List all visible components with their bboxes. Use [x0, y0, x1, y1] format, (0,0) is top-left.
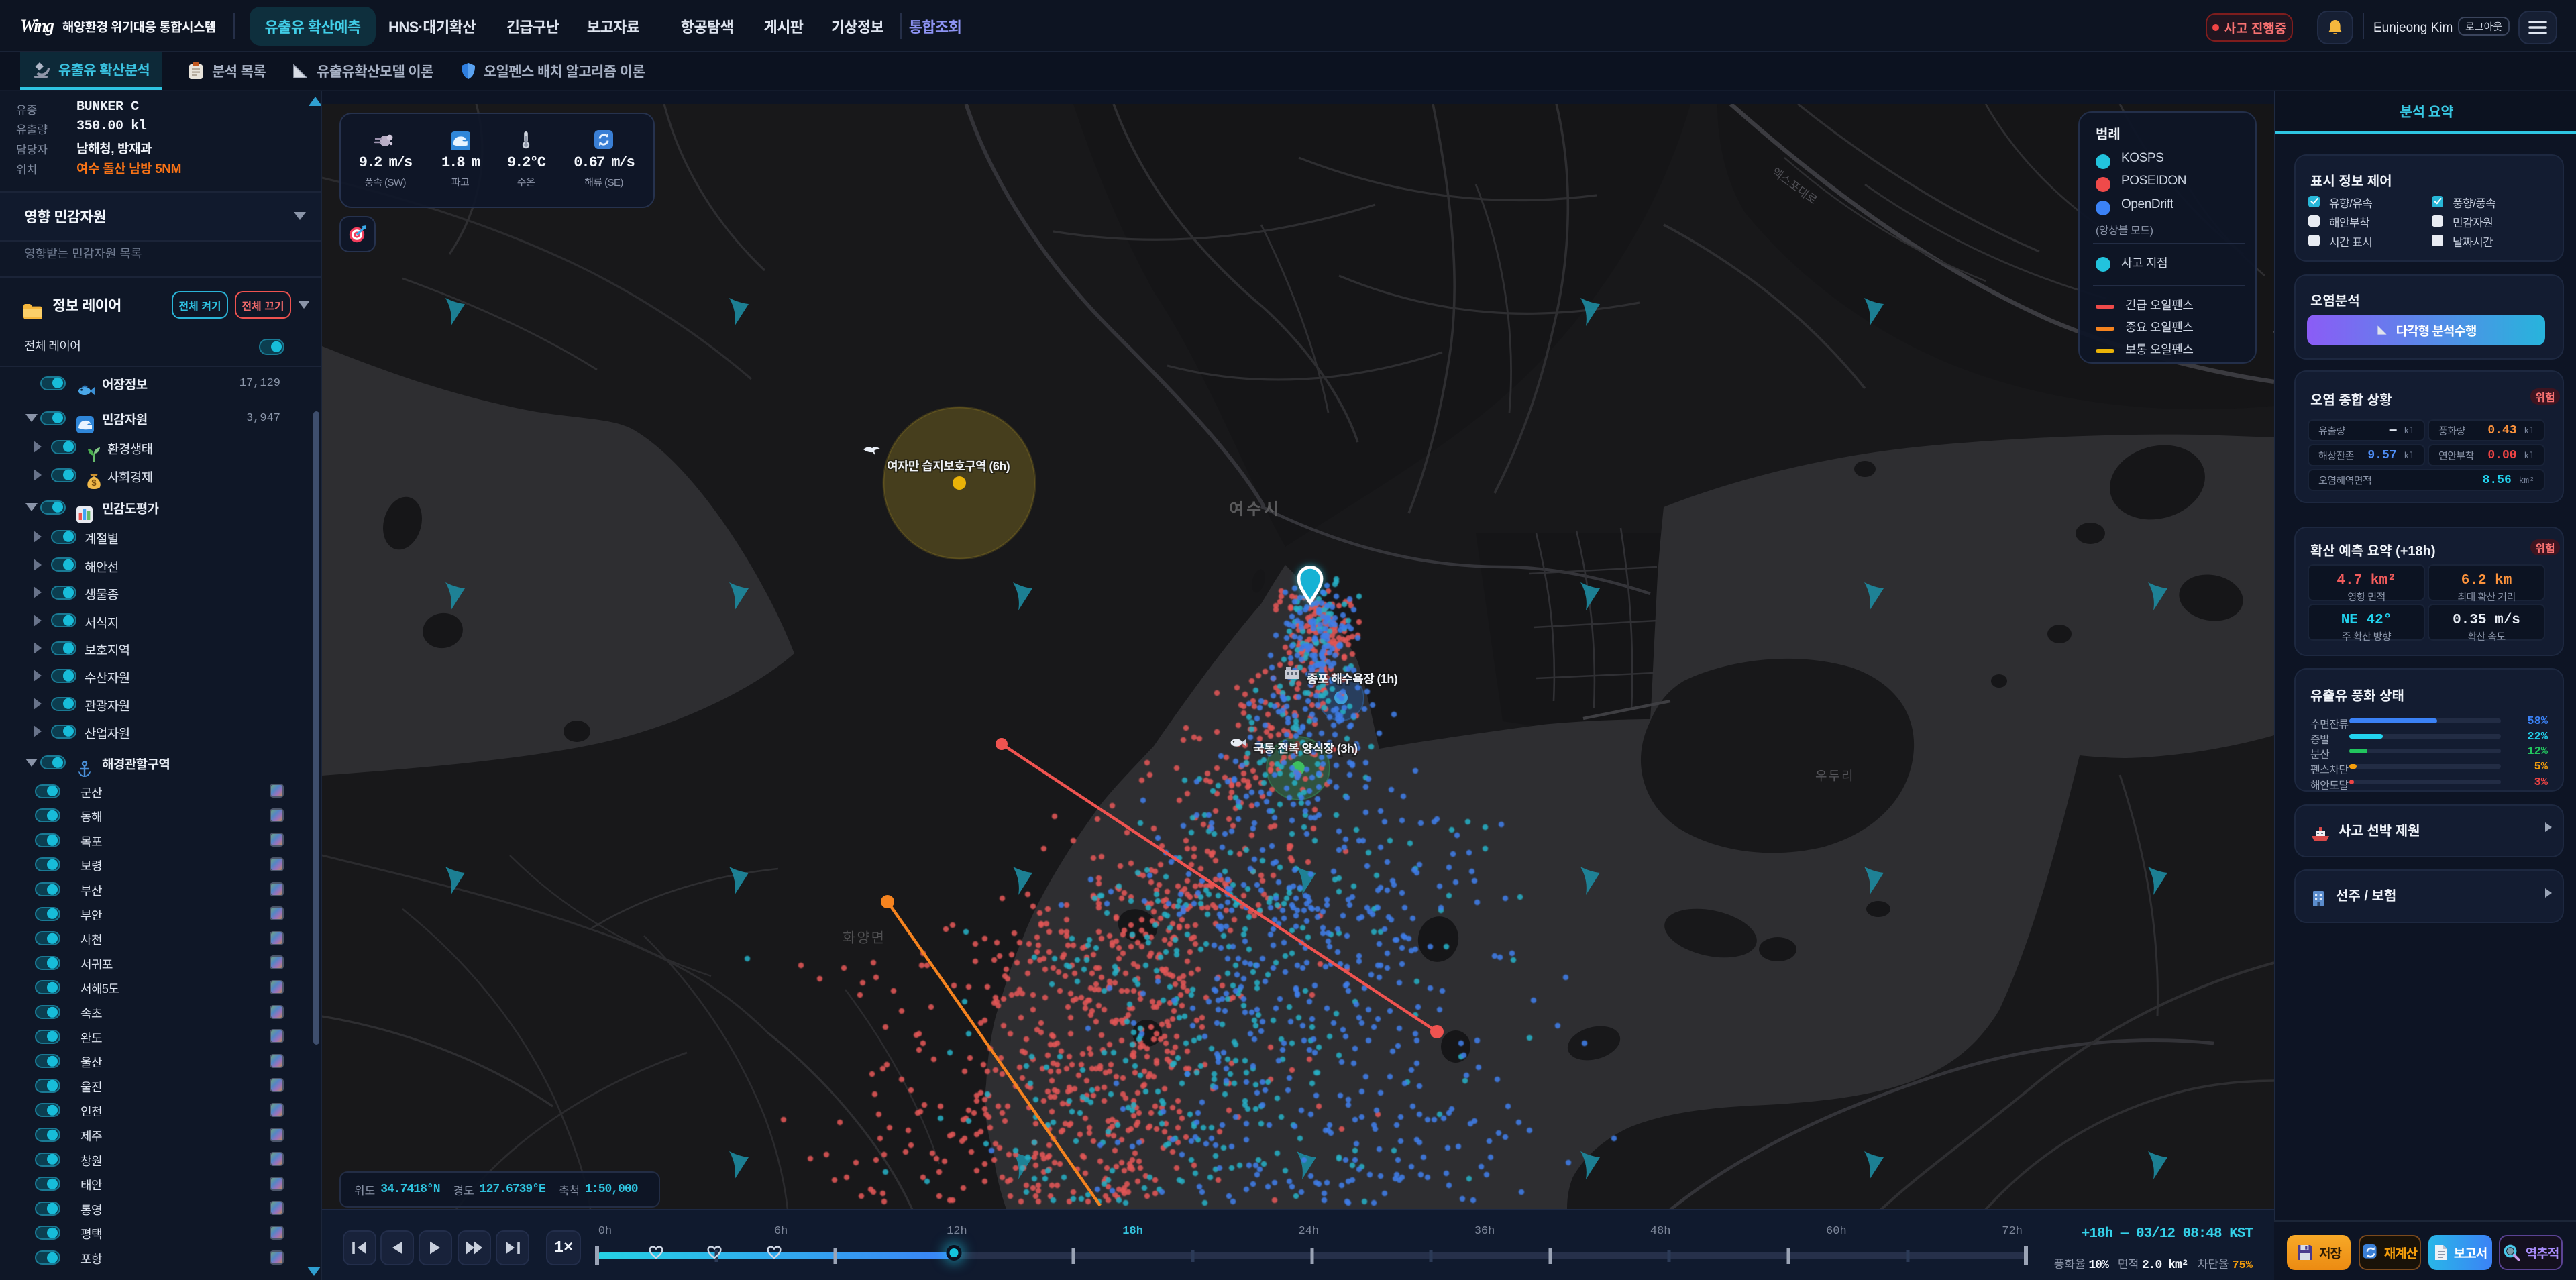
svg-text:우두리: 우두리 [1815, 766, 1854, 784]
svg-text:$: $ [91, 478, 97, 488]
svg-text:국동 전복 양식장 (3h): 국동 전복 양식장 (3h) [1253, 739, 1358, 757]
svg-text:여수시: 여수시 [1229, 496, 1281, 519]
svg-text:여자만 습지보호구역 (6h): 여자만 습지보호구역 (6h) [887, 457, 1010, 474]
svg-text:화양면: 화양면 [843, 927, 885, 947]
svg-text:종포 해수욕장 (1h): 종포 해수욕장 (1h) [1307, 670, 1398, 687]
